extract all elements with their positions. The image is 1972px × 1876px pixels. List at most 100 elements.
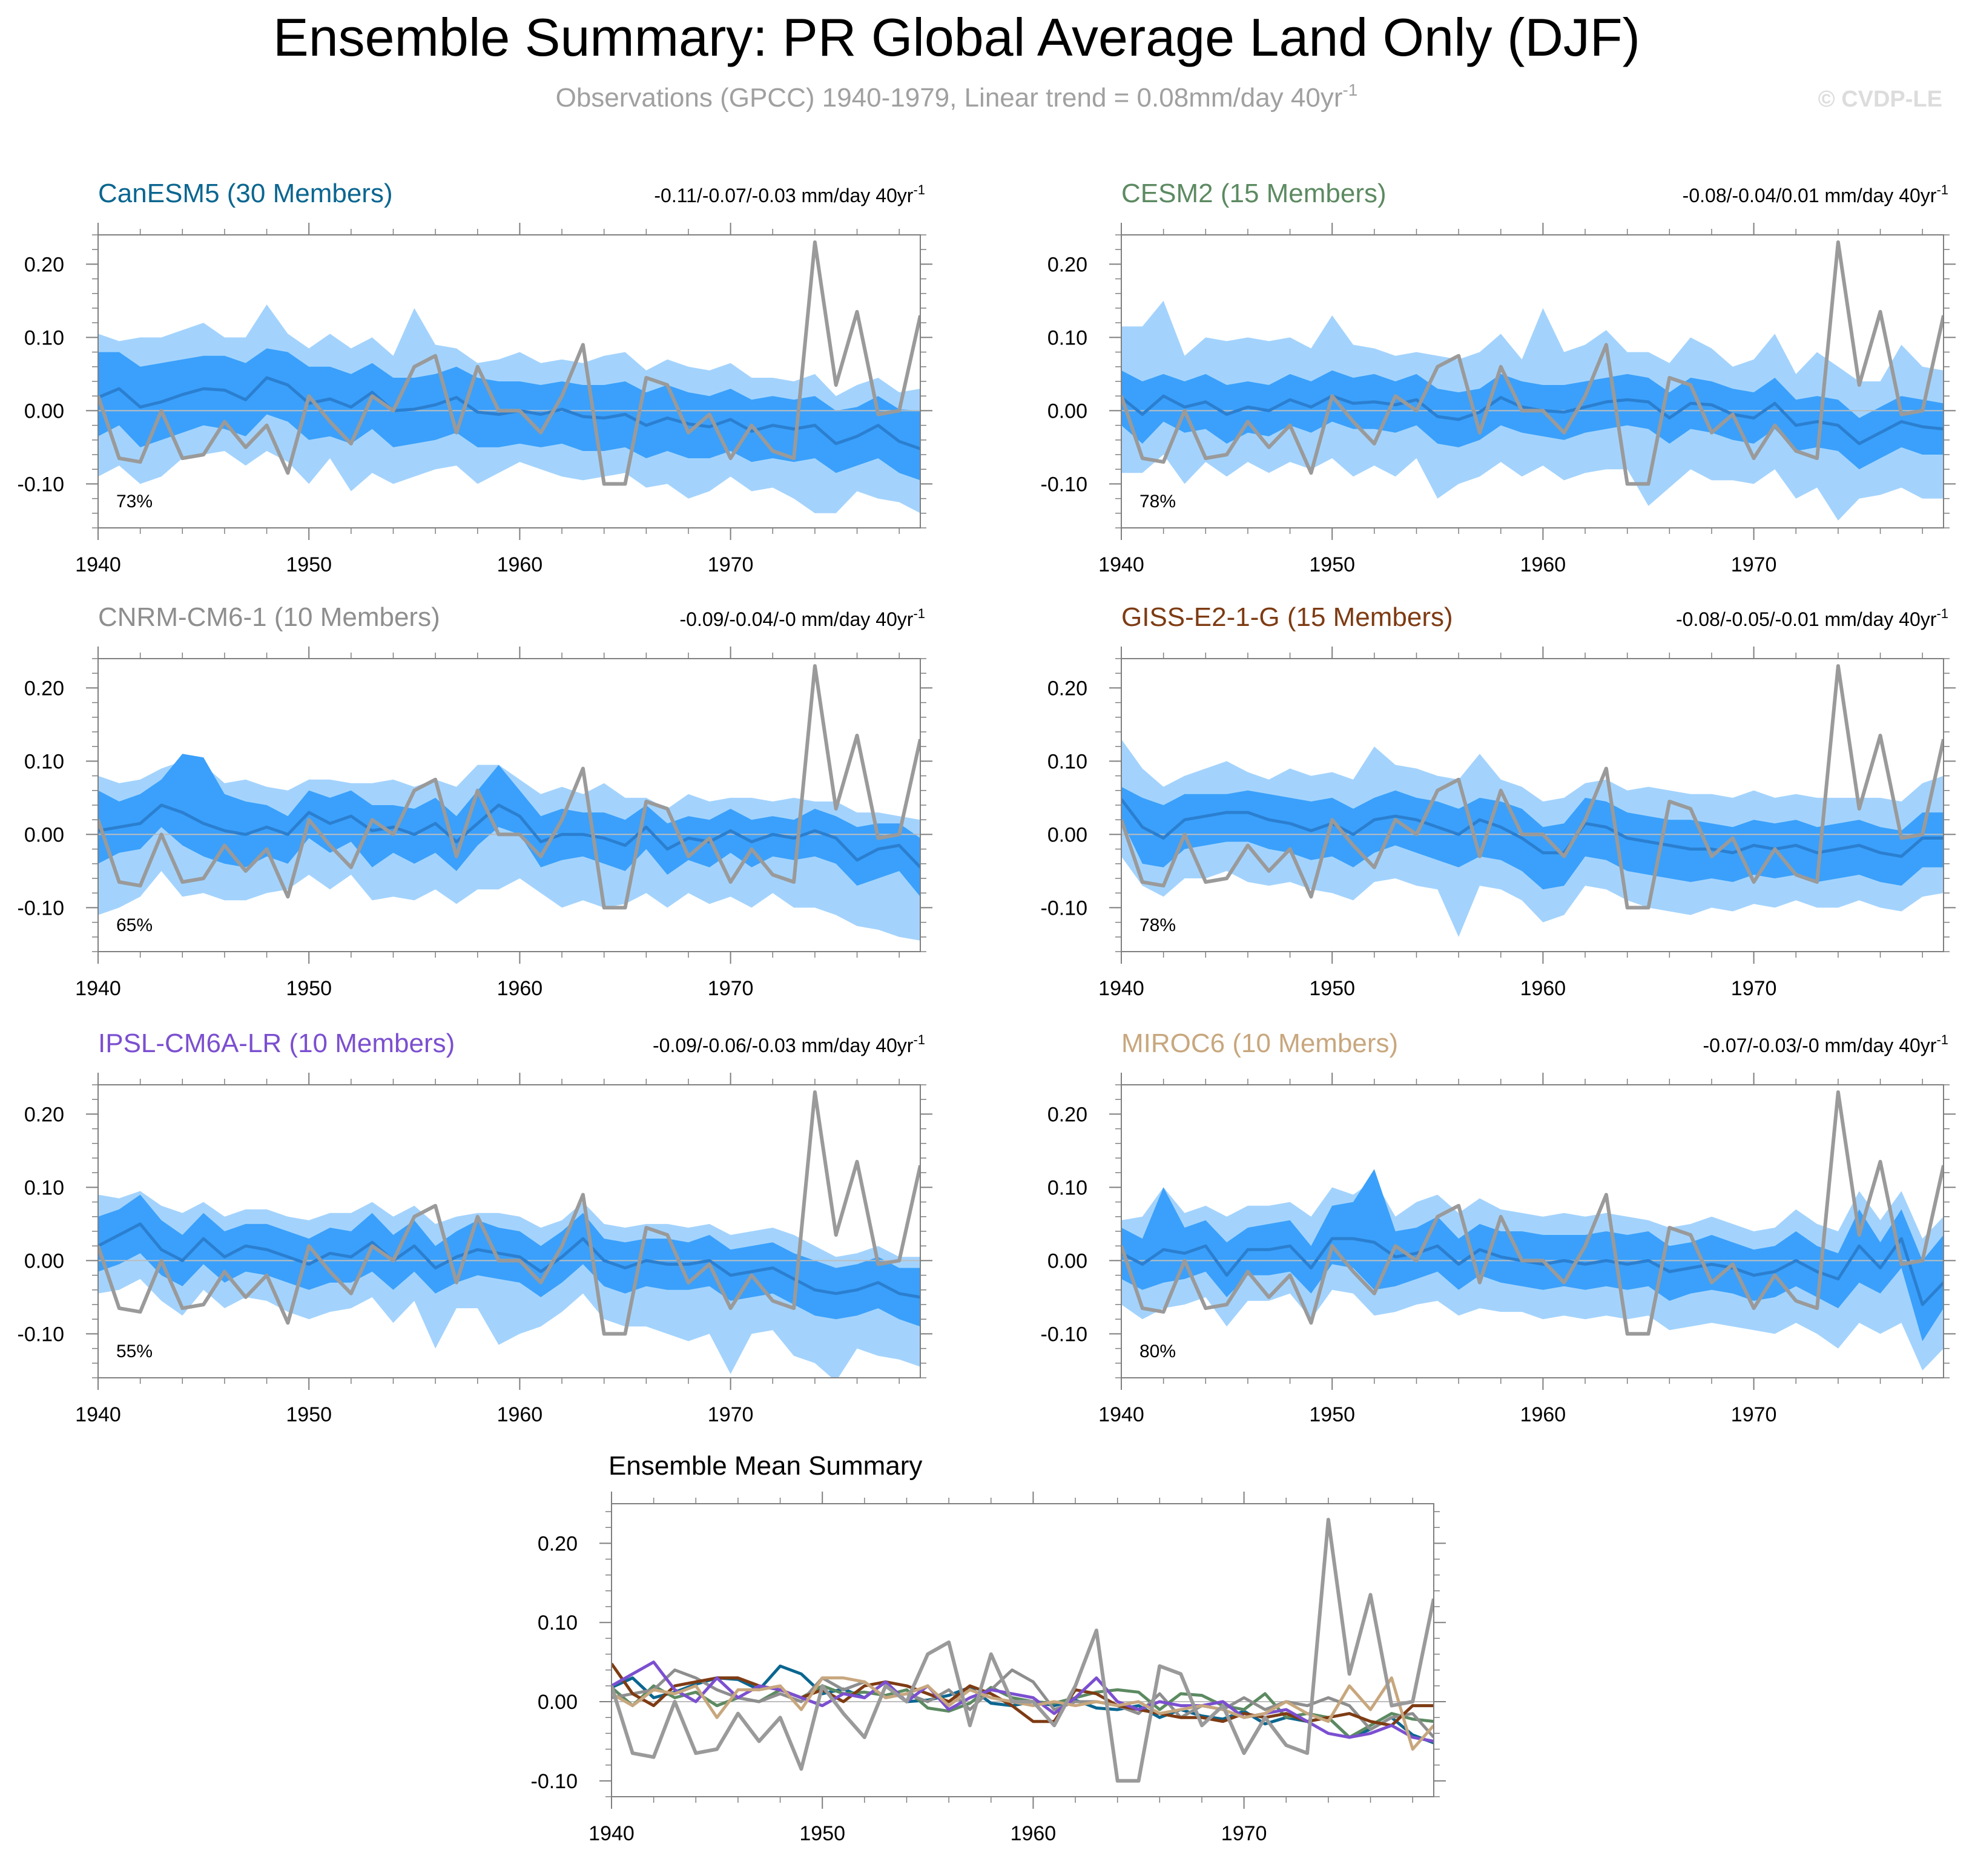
chart-panel-canesm5: CanESM5 (30 Members) -0.11/-0.07/-0.03 mm… — [18, 179, 932, 576]
x-tick-label: 1970 — [1731, 977, 1777, 1000]
percent-annotation: 73% — [116, 492, 153, 512]
trend-values: -0.09/-0.06/-0.03 — [653, 1035, 796, 1056]
trend-units-sup: -1 — [913, 606, 925, 621]
observations-line — [1121, 1090, 1944, 1336]
trend-values: -0.11/-0.07/-0.03 — [654, 185, 796, 206]
ensemble-iqr-band — [1121, 786, 1944, 890]
percent-annotation: 55% — [116, 1341, 153, 1361]
percent-annotation: 78% — [1139, 915, 1176, 935]
x-tick-label: 1960 — [1520, 553, 1566, 576]
y-tick-label: -0.10 — [18, 897, 65, 920]
y-tick-label: 0.10 — [538, 1611, 578, 1634]
trend-values: -0.08/-0.05/-0.01 — [1676, 608, 1819, 630]
chart-title: CanESM5 (30 Members) — [98, 179, 393, 208]
chart-title: CNRM-CM6-1 (10 Members) — [98, 602, 440, 632]
plot-content — [1121, 1090, 1944, 1371]
x-tick-label: 1950 — [1309, 1403, 1355, 1426]
x-tick-label: 1950 — [799, 1822, 845, 1845]
chart-panel-ipsl: IPSL-CM6A-LR (10 Members) -0.09/-0.06/-0.… — [18, 1029, 932, 1426]
figure-subtitle-sup: -1 — [1342, 81, 1357, 99]
x-tick-label: 1950 — [286, 1403, 332, 1426]
y-tick-label: 0.10 — [24, 326, 64, 349]
ensemble-mean-line — [98, 803, 920, 869]
x-tick-label: 1940 — [1098, 1403, 1144, 1426]
x-tick-label: 1970 — [708, 1403, 754, 1426]
percent-annotation: 80% — [1139, 1341, 1176, 1361]
trend-values: -0.07/-0.03/-0 — [1703, 1035, 1819, 1056]
x-tick-label: 1950 — [286, 977, 332, 1000]
trend-annotation: -0.11/-0.07/-0.03 mm/day 40yr-1 — [654, 182, 925, 206]
plot-content — [98, 240, 920, 513]
trend-units: mm/day 40yr — [1819, 1035, 1937, 1056]
x-tick-label: 1970 — [1731, 1403, 1777, 1426]
chart-title: GISS-E2-1-G (15 Members) — [1121, 602, 1453, 632]
trend-units-sup: -1 — [1936, 1032, 1948, 1047]
trend-annotation: -0.09/-0.04/-0 mm/day 40yr-1 — [680, 606, 926, 630]
x-tick-label: 1960 — [1011, 1822, 1057, 1845]
y-tick-label: 0.00 — [24, 400, 64, 423]
plot-content — [612, 1518, 1434, 1783]
trend-annotation: -0.08/-0.05/-0.01 mm/day 40yr-1 — [1676, 606, 1948, 630]
y-tick-label: -0.10 — [1041, 897, 1088, 920]
ensemble-mean-line — [98, 1222, 920, 1299]
x-tick-label: 1970 — [1731, 553, 1777, 576]
y-tick-label: 0.10 — [1047, 750, 1087, 773]
observations-line — [98, 240, 920, 486]
y-tick-label: 0.10 — [24, 750, 64, 773]
y-tick-label: -0.10 — [18, 1323, 65, 1346]
trend-annotation: -0.07/-0.03/-0 mm/day 40yr-1 — [1703, 1032, 1949, 1056]
trend-units: mm/day 40yr — [1819, 608, 1937, 630]
y-tick-label: 0.20 — [1047, 1103, 1087, 1126]
y-tick-label: 0.20 — [1047, 677, 1087, 700]
plot-content — [1121, 240, 1944, 521]
chart-panel-giss: GISS-E2-1-G (15 Members) -0.08/-0.05/-0.0… — [1041, 602, 1956, 1000]
trend-values: -0.09/-0.04/-0 — [680, 608, 796, 630]
y-tick-label: 0.00 — [24, 823, 64, 846]
series-line-giss-e2-1-g — [612, 1662, 1434, 1727]
y-tick-label: 0.10 — [1047, 326, 1087, 349]
observations-line — [1121, 240, 1944, 486]
y-tick-label: 0.20 — [24, 677, 64, 700]
watermark: © CVDP-LE — [1818, 87, 1942, 112]
ensemble-mean-line — [98, 376, 920, 450]
plot-content — [1121, 664, 1944, 937]
trend-units: mm/day 40yr — [796, 1035, 914, 1056]
y-tick-label: 0.00 — [24, 1249, 64, 1272]
trend-units-sup: -1 — [1936, 182, 1948, 197]
plot-content — [98, 664, 920, 941]
y-tick-label: 0.20 — [538, 1532, 578, 1555]
y-tick-label: -0.10 — [1041, 1323, 1088, 1346]
trend-values: -0.08/-0.04/0.01 — [1683, 185, 1819, 206]
y-tick-label: 0.20 — [24, 1103, 64, 1126]
y-tick-label: 0.00 — [538, 1691, 578, 1714]
observations-line — [98, 664, 920, 910]
x-tick-label: 1960 — [497, 553, 543, 576]
y-tick-label: 0.00 — [1047, 823, 1087, 846]
chart-title: CESM2 (15 Members) — [1121, 179, 1387, 208]
chart-title: MIROC6 (10 Members) — [1121, 1029, 1398, 1058]
series-line-observations — [612, 1518, 1434, 1783]
x-tick-label: 1940 — [1098, 977, 1144, 1000]
chart-title: Ensemble Mean Summary — [608, 1451, 922, 1481]
x-tick-label: 1970 — [708, 977, 754, 1000]
ensemble-iqr-band — [98, 348, 920, 481]
trend-annotation: -0.08/-0.04/0.01 mm/day 40yr-1 — [1683, 182, 1948, 206]
y-tick-label: 0.00 — [1047, 1249, 1087, 1272]
trend-units-sup: -1 — [913, 182, 925, 197]
series-line-ipsl-cm6a-lr — [612, 1660, 1434, 1743]
x-tick-label: 1960 — [1520, 1403, 1566, 1426]
x-tick-label: 1970 — [1221, 1822, 1267, 1845]
figure-title: Ensemble Summary: PR Global Average Land… — [273, 7, 1640, 67]
ensemble-iqr-band — [1121, 1169, 1944, 1341]
y-tick-label: 0.10 — [24, 1176, 64, 1199]
percent-annotation: 65% — [116, 915, 153, 935]
chart-panel-miroc6: MIROC6 (10 Members) -0.07/-0.03/-0 mm/day… — [1041, 1029, 1956, 1426]
figure-subtitle: Observations (GPCC) 1940-1979, Linear tr… — [556, 81, 1358, 113]
x-tick-label: 1950 — [1309, 977, 1355, 1000]
observations-line — [1121, 664, 1944, 910]
y-tick-label: -0.10 — [18, 473, 65, 496]
trend-units-sup: -1 — [913, 1032, 925, 1047]
plot-frame — [611, 1503, 1434, 1797]
